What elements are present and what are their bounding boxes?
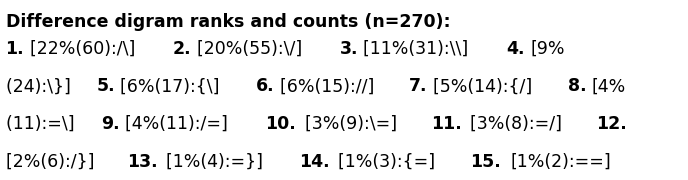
Text: 14.: 14.: [299, 153, 329, 171]
Text: (11):=\]: (11):=\]: [6, 115, 80, 133]
Text: 1.: 1.: [6, 40, 24, 58]
Text: (24):\}]: (24):\}]: [6, 77, 76, 95]
Text: Difference digram ranks and counts (n=270):: Difference digram ranks and counts (n=27…: [6, 13, 450, 31]
Text: [3%(9):\=]: [3%(9):\=]: [305, 115, 402, 133]
Text: [6%(15)://]: [6%(15)://]: [280, 77, 380, 95]
Text: 6.: 6.: [256, 77, 275, 95]
Text: [6%(17):{\]: [6%(17):{\]: [120, 77, 226, 95]
Text: [20%(55):\/]: [20%(55):\/]: [197, 40, 308, 58]
Text: 3.: 3.: [340, 40, 358, 58]
Text: 2.: 2.: [173, 40, 191, 58]
Text: 13.: 13.: [127, 153, 158, 171]
Text: [3%(8):=/]: [3%(8):=/]: [471, 115, 568, 133]
Text: [1%(3):{=]: [1%(3):{=]: [338, 153, 441, 171]
Text: 7.: 7.: [409, 77, 427, 95]
Text: 15.: 15.: [471, 153, 502, 171]
Text: 10.: 10.: [265, 115, 296, 133]
Text: [9%: [9%: [530, 40, 565, 58]
Text: 8.: 8.: [568, 77, 586, 95]
Text: [1%(2):==]: [1%(2):==]: [510, 153, 611, 171]
Text: [11%(31):\\]: [11%(31):\\]: [363, 40, 474, 58]
Text: [5%(14):{/]: [5%(14):{/]: [433, 77, 537, 95]
Text: 9.: 9.: [101, 115, 120, 133]
Text: 12.: 12.: [596, 115, 627, 133]
Text: [4%(11):/=]: [4%(11):/=]: [125, 115, 233, 133]
Text: [22%(60):/\]: [22%(60):/\]: [30, 40, 140, 58]
Text: 11.: 11.: [431, 115, 462, 133]
Text: [2%(6):/}]: [2%(6):/}]: [6, 153, 100, 171]
Text: [1%(4):=}]: [1%(4):=}]: [166, 153, 269, 171]
Text: 5.: 5.: [96, 77, 115, 95]
Text: [4%: [4%: [592, 77, 626, 95]
Text: 4.: 4.: [506, 40, 525, 58]
